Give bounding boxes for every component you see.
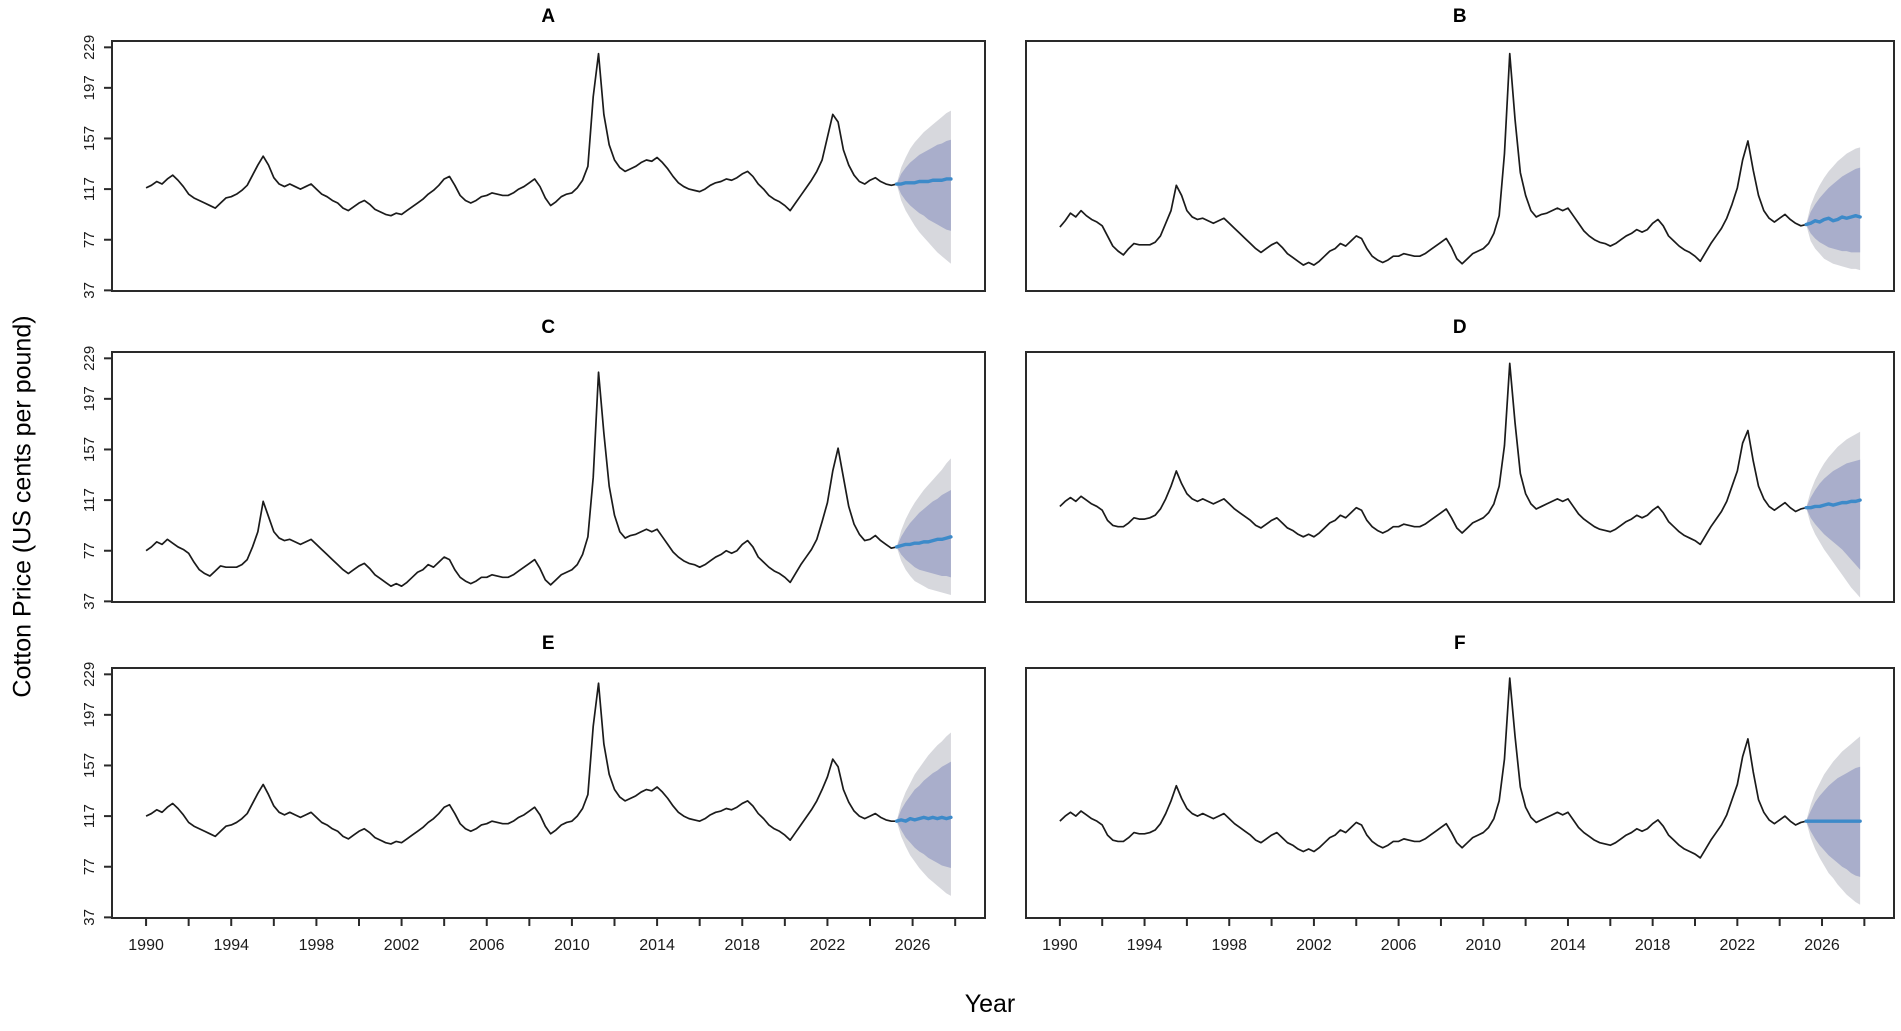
forecast-band [896,139,951,231]
history-line [1059,677,1807,859]
x-tick-label: 1990 [1042,937,1078,954]
x-tick-label: 2002 [1296,937,1332,954]
panel-d [1025,351,1895,603]
panel-box [1025,40,1895,292]
forecast-band [1806,167,1861,253]
y-tick-label: 157 [81,753,98,778]
x-tick-label: 2022 [1720,937,1756,954]
panel-b [1025,40,1895,292]
y-tick-label: 77 [81,858,98,875]
panel-box [111,667,986,919]
panel-box [1025,351,1895,603]
panel-a: 37 77 117 157 197 229 [81,35,986,299]
y-tick-label: 77 [81,231,98,248]
panel-title-b: B [1452,6,1468,27]
panel-f: 1990 1994 1998 2002 2006 2010 2014 2018 2022 2026 [1025,667,1895,954]
x-tick-label: 2022 [810,937,846,954]
x-tick-label: 2018 [1635,937,1671,954]
history-line [145,371,897,588]
x-tick-label: 1994 [1127,937,1163,954]
panel-c: 37 77 117 157 197 229 [81,346,986,610]
panel-title-f: F [1453,633,1467,654]
y-tick-label: 157 [81,126,98,151]
panel-box [111,351,986,603]
x-tick-label: 2026 [895,937,931,954]
y-tick-label: 37 [81,909,98,926]
forecast-band [1806,459,1861,570]
y-axis-title: Cotton Price (US cents per pound) [8,315,37,698]
panel-title-a: A [541,6,556,27]
x-tick-label: 2010 [1465,937,1501,954]
panel-e: 37 77 117 157 197 229 1990 1994 1998 2002 2006 2010… [81,662,986,954]
panel-title-d: D [1452,317,1468,338]
x-tick-label: 2006 [469,937,505,954]
x-tick-label: 2006 [1381,937,1417,954]
y-tick-label: 117 [81,804,98,828]
history-line [145,682,897,845]
history-line [1059,52,1807,266]
history-line [145,52,897,217]
panel-title-e: E [541,633,556,654]
forecast-mean-line [894,535,953,549]
x-tick-label: 2010 [554,937,590,954]
y-tick-label: 37 [81,282,98,299]
panel-title-c: C [541,317,556,338]
y-tick-label: 117 [81,177,98,201]
y-tick-label: 197 [81,386,98,411]
x-axis-title: Year [964,990,1016,1018]
forecast-mean-line [1804,213,1862,227]
x-tick-label: 2002 [384,937,420,954]
y-tick-label: 229 [81,662,98,687]
forecast-mean-line [894,177,953,186]
x-tick-label: 1994 [213,937,249,954]
forecast-mean-line [1804,498,1862,510]
y-tick-label: 197 [81,75,98,100]
forecast-band [896,489,951,578]
panel-box [1025,667,1895,919]
history-line [1059,362,1807,546]
y-tick-label: 37 [81,593,98,610]
x-tick-label: 2014 [639,937,675,954]
x-tick-label: 2014 [1550,937,1586,954]
panel-box [111,40,986,292]
x-tick-label: 1998 [1211,937,1247,954]
x-tick-label: 2026 [1804,937,1840,954]
x-tick-label: 2018 [724,937,760,954]
y-tick-label: 197 [81,702,98,727]
forecast-band [896,761,951,868]
y-tick-label: 77 [81,542,98,559]
x-tick-label: 1998 [299,937,335,954]
y-tick-label: 117 [81,488,98,512]
x-tick-label: 1990 [128,937,164,954]
y-tick-label: 229 [81,35,98,60]
y-tick-label: 157 [81,437,98,462]
y-tick-label: 229 [81,346,98,371]
forecast-mean-line [894,815,953,823]
